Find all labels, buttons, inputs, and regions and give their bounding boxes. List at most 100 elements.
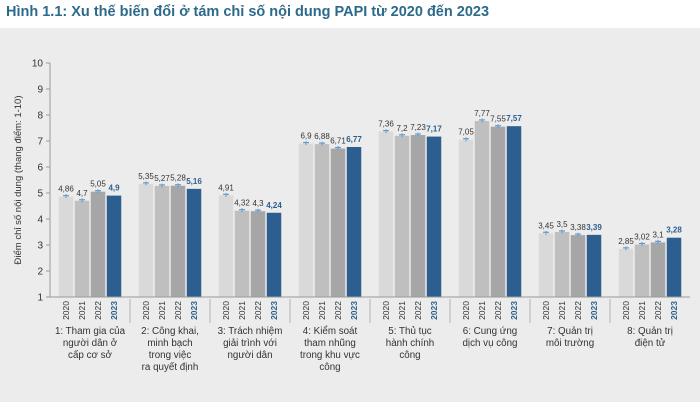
category-label: người dân	[227, 350, 272, 361]
value-label: 5,16	[186, 177, 202, 186]
bar-2020	[218, 195, 234, 297]
year-tick-label: 2020	[61, 301, 71, 320]
bar-2021	[154, 185, 170, 297]
year-tick-label: 2020	[221, 301, 231, 320]
value-label: 4,32	[234, 199, 250, 208]
category-label: điện tử	[635, 338, 666, 349]
bar-2020	[378, 131, 394, 297]
chart-title: Hình 1.1: Xu thế biến đổi ở tám chỉ số n…	[6, 4, 490, 20]
bar-2023	[506, 126, 522, 298]
bar-2022	[90, 191, 106, 297]
category-label: môi trường	[546, 338, 594, 349]
year-tick-label: 2022	[573, 301, 583, 320]
year-tick-label: 2022	[413, 301, 423, 320]
value-label: 3,1	[652, 230, 664, 239]
year-tick-label: 2020	[301, 301, 311, 320]
bar-2023	[106, 195, 122, 297]
year-tick-label: 2020	[461, 301, 471, 320]
y-tick-label: 6	[37, 163, 43, 174]
category-label: ra quyết định	[142, 362, 199, 373]
year-tick-label: 2023	[429, 301, 439, 320]
value-label: 6,77	[346, 135, 362, 144]
year-tick-label: 2022	[253, 301, 263, 320]
year-tick-label: 2020	[141, 301, 151, 320]
value-label: 2,85	[618, 237, 634, 246]
bar-chart: 1 2 3 4 5 6 7 8 9 10 Điểm chỉ số nội dung (thang đ…	[13, 59, 690, 373]
value-label: 3,5	[556, 220, 568, 229]
y-tick-label: 2	[37, 267, 43, 278]
category-label: 8: Quản trị	[627, 326, 673, 337]
year-tick-label: 2022	[493, 301, 503, 320]
category-label: hành chính	[386, 338, 434, 349]
category-label: trong khu vực	[300, 350, 360, 361]
value-label: 5,35	[138, 172, 154, 181]
bar-2023	[266, 212, 282, 297]
year-tick-label: 2023	[509, 301, 519, 320]
bar-2021	[74, 200, 90, 297]
category-label: minh bạch	[147, 338, 192, 349]
year-tick-label: 2023	[269, 301, 279, 320]
value-label: 3,45	[538, 221, 554, 230]
year-tick-label: 2021	[237, 301, 247, 320]
chart-panel: 1 2 3 4 5 6 7 8 9 10 Điểm chỉ số nội dung (thang đ…	[0, 28, 700, 402]
category-label: 3: Trách nhiệm	[218, 326, 283, 337]
year-tick-label: 2020	[541, 301, 551, 320]
bar-2020	[138, 183, 154, 297]
value-label: 3,39	[586, 223, 602, 232]
bar-2022	[410, 135, 426, 297]
year-tick-label: 2023	[349, 301, 359, 320]
bar-2021	[394, 135, 410, 297]
value-label: 6,88	[314, 132, 330, 141]
bar-2021	[314, 144, 330, 297]
y-tick-label: 7	[37, 137, 43, 148]
value-label: 5,28	[170, 174, 186, 183]
y-axis-title: Điểm chỉ số nội dung (thang điểm: 1-10)	[13, 96, 24, 265]
bar-2020	[58, 196, 74, 297]
category-label: 5: Thủ tục	[388, 326, 431, 337]
value-label: 4,3	[252, 199, 264, 208]
bar-2020	[538, 233, 554, 297]
year-tick-label: 2020	[621, 301, 631, 320]
value-label: 7,05	[458, 128, 474, 137]
bar-2023	[586, 234, 602, 297]
category-label: người dân ở	[63, 338, 118, 349]
year-tick-label: 2023	[109, 301, 119, 320]
category-label: 2: Công khai,	[141, 326, 199, 337]
value-label: 4,9	[108, 184, 120, 193]
value-label: 3,28	[666, 226, 682, 235]
year-tick-label: 2021	[557, 301, 567, 320]
value-label: 5,05	[90, 180, 106, 189]
year-tick-label: 2022	[93, 301, 103, 320]
bar-2023	[186, 188, 202, 297]
bar-2021	[554, 232, 570, 297]
category-label: công	[399, 350, 420, 361]
category-label: 4: Kiểm soát	[303, 326, 358, 337]
category-label: 6: Cung ứng	[463, 326, 518, 337]
value-label: 7,2	[396, 124, 408, 133]
value-label: 3,38	[570, 223, 586, 232]
bar-2022	[650, 242, 666, 297]
bar-2021	[634, 244, 650, 297]
year-tick-label: 2021	[317, 301, 327, 320]
value-label: 7,77	[474, 109, 490, 118]
year-tick-label: 2022	[173, 301, 183, 320]
year-tick-label: 2021	[477, 301, 487, 320]
value-label: 6,71	[330, 137, 346, 146]
category-label: tham nhũng	[304, 338, 356, 349]
category-label: 7: Quản trị	[547, 326, 593, 337]
bar-2022	[570, 235, 586, 297]
category-label: 1: Tham gia của	[55, 326, 126, 337]
year-tick-label: 2023	[189, 301, 199, 320]
y-tick-label: 10	[32, 59, 44, 70]
bar-2023	[426, 136, 442, 297]
year-tick-label: 2021	[397, 301, 407, 320]
bar-2023	[666, 237, 682, 297]
bar-2022	[330, 148, 346, 297]
bar-2021	[234, 210, 250, 297]
bar-2022	[170, 185, 186, 297]
value-label: 7,55	[490, 115, 506, 124]
category-label: cấp cơ sở	[68, 350, 112, 361]
value-label: 4,86	[58, 185, 74, 194]
bar-2022	[490, 126, 506, 297]
value-label: 4,91	[218, 183, 234, 192]
